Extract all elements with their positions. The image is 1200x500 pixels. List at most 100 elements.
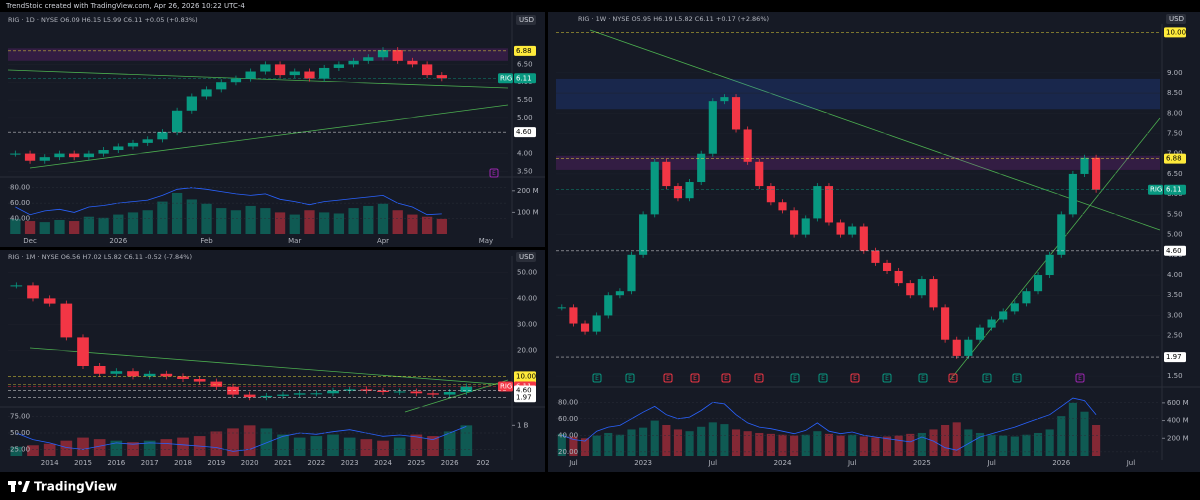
x-tick-label: Apr xyxy=(377,237,389,245)
volume-bar xyxy=(410,434,423,456)
volume-bar xyxy=(697,426,706,456)
panel-bg xyxy=(0,12,545,247)
candle xyxy=(277,394,289,396)
candle xyxy=(592,315,601,332)
candle xyxy=(360,389,373,391)
x-tick-label: 2024 xyxy=(374,459,392,467)
candle xyxy=(201,89,212,97)
logo-shape xyxy=(11,485,15,492)
volume-bar xyxy=(157,201,168,234)
volume-bar xyxy=(216,208,227,234)
candle xyxy=(274,64,286,76)
footer-bar xyxy=(0,472,1200,500)
price-tag-label: 6.88 xyxy=(516,47,532,55)
candle xyxy=(98,150,109,154)
x-tick-label: 2026 xyxy=(1052,459,1070,467)
x-tick-label: 2021 xyxy=(274,459,292,467)
candle xyxy=(27,285,39,299)
volume-bar xyxy=(987,434,996,456)
candle xyxy=(142,139,153,143)
x-tick-label: 2023 xyxy=(341,459,359,467)
price-tag-label: 10.00 xyxy=(1166,28,1186,36)
footer-logo-text: TradingView xyxy=(34,480,117,494)
volume-bar xyxy=(27,445,39,456)
oscillator-line xyxy=(15,187,442,216)
logo-shape xyxy=(22,481,30,492)
event-label: E xyxy=(492,170,496,177)
symbol-tag xyxy=(498,381,513,392)
candle xyxy=(260,395,273,398)
symbol-tag-label: RIG xyxy=(500,74,512,82)
y-tick-label: 40.00 xyxy=(517,294,537,302)
volume-bar xyxy=(443,431,456,456)
event-marker xyxy=(754,373,764,383)
candle xyxy=(304,71,315,79)
volume-bar xyxy=(160,439,173,456)
volume-bar xyxy=(260,428,273,456)
price-tag xyxy=(514,73,536,84)
candle xyxy=(848,226,857,235)
osc-tick-label: 40.00 xyxy=(10,215,30,223)
volume-bar xyxy=(377,440,389,456)
volume-bar xyxy=(98,217,109,234)
candle xyxy=(824,186,834,223)
event-label: E xyxy=(951,375,955,382)
volume-bar xyxy=(227,428,239,456)
candle xyxy=(293,393,306,395)
candle xyxy=(24,153,36,161)
volume-bar xyxy=(127,212,139,234)
volume-bar xyxy=(952,422,961,456)
trendline xyxy=(589,29,1161,231)
x-tick-label: Jul xyxy=(1126,459,1136,467)
volume-bar xyxy=(319,212,330,234)
candle xyxy=(39,157,50,161)
candle xyxy=(975,327,985,340)
x-tick-label: 2020 xyxy=(241,459,259,467)
event-marker xyxy=(850,373,860,383)
candle xyxy=(319,67,330,79)
volume-bar xyxy=(871,437,880,456)
event-label: E xyxy=(666,375,670,382)
candle xyxy=(245,71,256,79)
volume-bar xyxy=(836,435,845,456)
volume-bar xyxy=(427,436,439,456)
price-tag-label: 10.00 xyxy=(516,372,536,380)
candle xyxy=(766,186,775,203)
event-marker xyxy=(625,373,635,383)
volume-bar xyxy=(894,435,903,456)
volume-bar xyxy=(1010,436,1019,456)
y-tick-label: 1.50 xyxy=(1167,372,1183,380)
osc-tick-label: 60.00 xyxy=(10,199,30,207)
volume-bar xyxy=(77,437,89,456)
y-tick-label: 5.00 xyxy=(1167,231,1183,239)
event-marker xyxy=(918,373,928,383)
candle xyxy=(639,214,648,255)
panel-title: RIG · 1M · NYSE O6.56 H7.02 L5.82 C6.11 … xyxy=(8,253,192,261)
candle xyxy=(615,291,624,296)
candle xyxy=(871,250,880,263)
volume-bar xyxy=(615,434,624,456)
candle xyxy=(697,153,706,183)
candle xyxy=(377,390,389,392)
osc-tick-label: 20.00 xyxy=(558,448,578,456)
event-marker xyxy=(690,373,700,383)
volume-bar xyxy=(604,432,613,456)
volume-bar xyxy=(127,442,139,456)
volume-bar xyxy=(1022,434,1031,456)
y-tick-label: 5.00 xyxy=(517,114,533,122)
candle xyxy=(859,226,868,251)
volume-bar xyxy=(824,433,834,456)
y-tick-label: 9.00 xyxy=(1167,69,1183,77)
volume-bar xyxy=(177,437,189,456)
candle xyxy=(673,186,683,199)
candle xyxy=(157,132,168,140)
candle xyxy=(813,186,822,219)
volume-bar xyxy=(333,213,345,234)
x-tick-label: 2018 xyxy=(174,459,192,467)
y-tick-label: 50.00 xyxy=(517,268,537,276)
candle xyxy=(127,142,139,147)
event-marker xyxy=(721,373,731,383)
logo-shape xyxy=(18,481,22,485)
volume-bar xyxy=(1057,416,1066,456)
event-marker xyxy=(663,373,673,383)
